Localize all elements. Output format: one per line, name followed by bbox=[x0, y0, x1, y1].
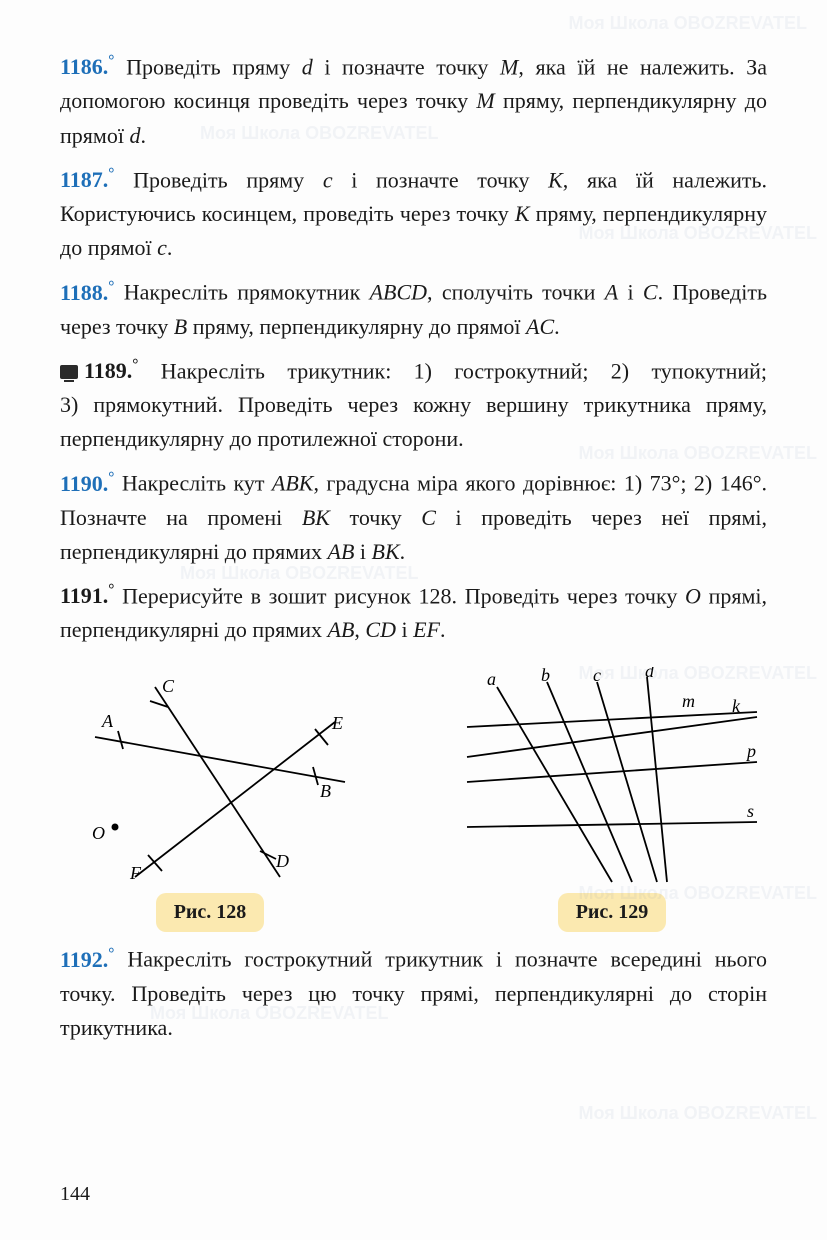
figure-128-svg: A B C D E F O bbox=[60, 667, 360, 887]
svg-text:a: a bbox=[487, 669, 496, 689]
watermark: Моя Школа OBOZREVATEL bbox=[579, 1100, 817, 1128]
problem-number: 1189.° bbox=[84, 358, 138, 383]
svg-text:p: p bbox=[745, 741, 756, 761]
computer-icon bbox=[60, 365, 78, 379]
svg-text:k: k bbox=[732, 696, 741, 716]
svg-text:D: D bbox=[275, 851, 289, 871]
problem-number: 1187.° bbox=[60, 167, 114, 192]
svg-text:O: O bbox=[92, 823, 105, 843]
svg-text:A: A bbox=[101, 711, 114, 731]
problem-1188: 1188.° Накресліть прямокутник ABCD, спол… bbox=[60, 275, 767, 344]
figure-128: A B C D E F O Рис. 128 bbox=[60, 667, 360, 932]
svg-text:F: F bbox=[129, 863, 142, 883]
problem-1189: 1189.° Накресліть трикутник: 1) гостроку… bbox=[60, 354, 767, 457]
figure-129-label: Рис. 129 bbox=[558, 893, 667, 932]
svg-text:d: d bbox=[645, 667, 655, 681]
problem-1187: 1187.° Проведіть пряму c і позначте точк… bbox=[60, 163, 767, 266]
problem-number: 1188.° bbox=[60, 280, 114, 305]
problem-1191: 1191.° Перерисуйте в зошит рисунок 128. … bbox=[60, 579, 767, 648]
svg-text:C: C bbox=[162, 676, 175, 696]
watermark: Моя Школа OBOZREVATEL bbox=[569, 10, 807, 38]
figure-129: a b c d m k p s Рис. 129 bbox=[457, 667, 767, 932]
problem-number: 1190.° bbox=[60, 471, 114, 496]
svg-text:s: s bbox=[747, 801, 754, 821]
problem-1190: 1190.° Накресліть кут ABK, градусна міра… bbox=[60, 466, 767, 569]
figures-row: A B C D E F O Рис. 128 a b c d m k p s Рис. 129 bbox=[60, 667, 767, 932]
problem-number: 1186.° bbox=[60, 54, 114, 79]
svg-text:m: m bbox=[682, 691, 695, 711]
problem-number: 1191.° bbox=[60, 583, 114, 608]
problem-number: 1192.° bbox=[60, 947, 114, 972]
svg-text:E: E bbox=[331, 713, 343, 733]
figure-129-svg: a b c d m k p s bbox=[457, 667, 767, 887]
svg-text:c: c bbox=[593, 667, 601, 685]
problem-1186: 1186.° Проведіть пряму d і позначте точк… bbox=[60, 50, 767, 153]
svg-text:B: B bbox=[320, 781, 331, 801]
page-number: 144 bbox=[60, 1179, 90, 1210]
svg-text:b: b bbox=[541, 667, 550, 685]
figure-128-label: Рис. 128 bbox=[156, 893, 265, 932]
problem-1192: 1192.° Накресліть гострокутний трикутник… bbox=[60, 942, 767, 1045]
